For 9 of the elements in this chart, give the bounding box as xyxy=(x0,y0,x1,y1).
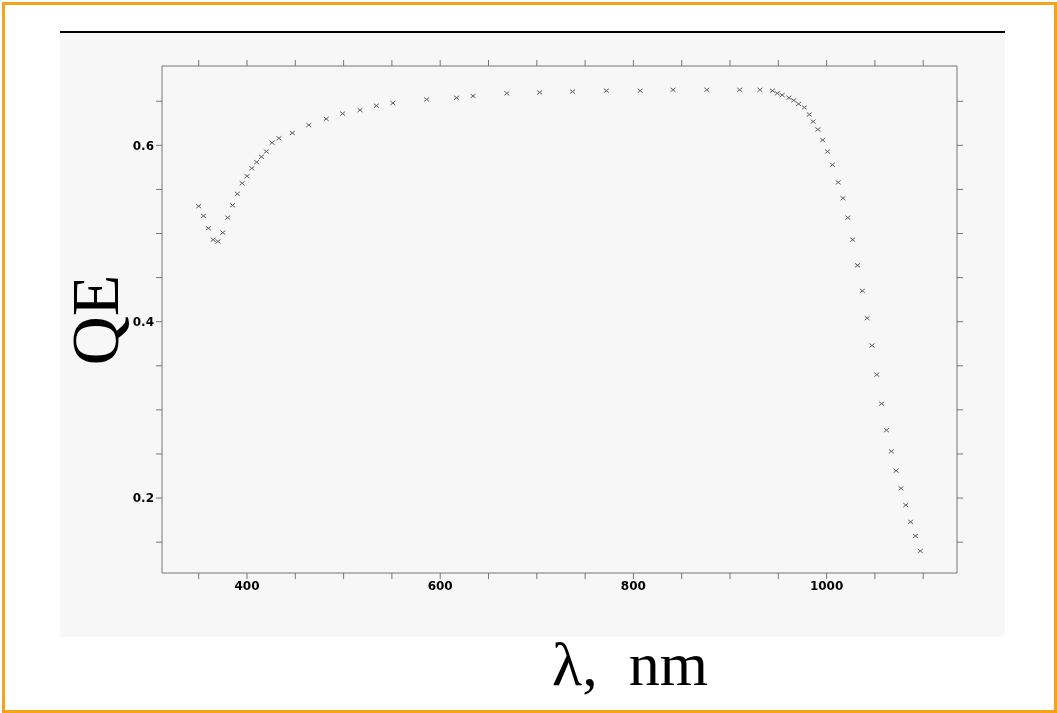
x-tick-label: 1000 xyxy=(809,578,844,593)
x-tick-label: 600 xyxy=(427,578,453,593)
y-axis-title: QE xyxy=(57,274,133,366)
y-tick-label: 0.2 xyxy=(132,491,154,506)
y-tick-label: 0.6 xyxy=(132,138,154,153)
x-tick-label: 400 xyxy=(234,578,260,593)
x-axis-title: λ, nm xyxy=(551,630,709,699)
y-tick-label: 0.4 xyxy=(132,314,154,329)
x-tick-label: 800 xyxy=(620,578,646,593)
